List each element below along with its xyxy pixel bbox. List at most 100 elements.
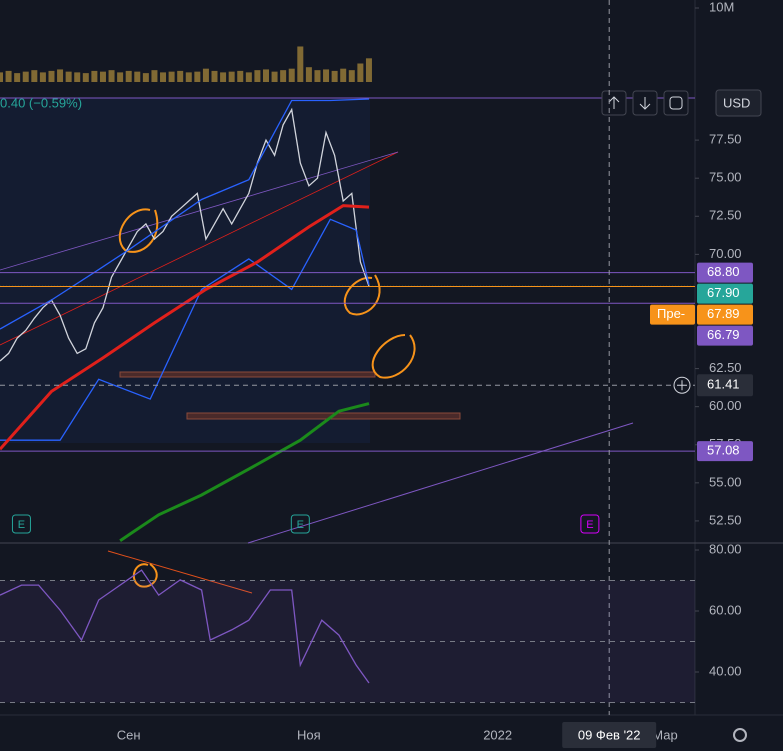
- volume-bar: [168, 71, 175, 82]
- volume-bar: [134, 71, 141, 82]
- volume-bar: [194, 71, 201, 82]
- plus: [677, 380, 687, 391]
- volume-bar: [185, 72, 192, 82]
- earnings-label: E: [586, 519, 593, 531]
- volume-bar: [65, 71, 72, 82]
- earnings-label: E: [297, 519, 304, 531]
- volume-bar: [280, 70, 287, 82]
- volume-bar: [151, 70, 158, 82]
- settings-icon[interactable]: [733, 728, 747, 742]
- volume-bar: [331, 70, 338, 82]
- volume-bar: [117, 72, 124, 82]
- x-tick-label: Мар: [652, 727, 677, 742]
- volume-bar: [142, 73, 149, 82]
- earnings-icon: [290, 514, 310, 534]
- circle-mark: [118, 208, 159, 253]
- volume-bar: [220, 72, 227, 82]
- bollinger-band: [0, 218, 370, 441]
- volume-tick-label: 10M: [709, 0, 734, 14]
- crosshair-y-label: 61.41: [707, 377, 740, 392]
- volume-bar: [177, 70, 184, 82]
- volume-bar: [108, 70, 115, 82]
- crosshair-y-badge: [697, 374, 753, 397]
- currency-select[interactable]: [715, 89, 762, 117]
- circle-mark: [371, 334, 416, 379]
- circle-mark: [343, 274, 381, 316]
- volume-bar: [228, 71, 235, 82]
- annotations: [118, 208, 416, 588]
- trend-line: [0, 151, 399, 271]
- zone: [119, 371, 376, 378]
- crosshair-x-badge: [562, 722, 657, 748]
- currency: USD: [723, 95, 750, 110]
- volume-bar: [74, 72, 81, 82]
- change-text: 0.40 (−0.59%): [0, 95, 82, 110]
- volume-bar: [262, 69, 269, 82]
- price-badge: [697, 262, 753, 283]
- rsi-line: [0, 569, 370, 684]
- rsi-tick-label: 80.00: [709, 541, 742, 556]
- volume-bar: [245, 72, 252, 82]
- earnings-label: E: [18, 519, 25, 531]
- y-tick-label: 52.50: [709, 512, 742, 527]
- volume-bar: [57, 69, 64, 82]
- price-badge-label: 66.79: [707, 327, 740, 342]
- price-badge-label: 57.08: [707, 443, 740, 458]
- volume-bar: [237, 70, 244, 82]
- y-tick-label: 60.00: [709, 398, 742, 413]
- price-badge: [697, 325, 753, 346]
- rsi-tick-label: 40.00: [709, 663, 742, 678]
- icon: [639, 97, 651, 110]
- x-tick-label: Сен: [117, 727, 141, 742]
- volume-bar: [297, 46, 304, 82]
- price-badge-label: 67.89: [707, 306, 740, 321]
- circle-mark: [132, 563, 158, 588]
- volume-bar: [14, 73, 21, 82]
- trend-line: [0, 151, 399, 346]
- earnings-icon: [580, 514, 600, 534]
- icon: [608, 96, 620, 109]
- volume-bar: [99, 71, 106, 82]
- price-badge: [697, 283, 753, 304]
- volume-bar: [314, 70, 321, 82]
- volume-bar: [357, 63, 364, 82]
- gear: [733, 728, 747, 742]
- crosshair-x-label: 09 Фев '22: [578, 727, 641, 742]
- volume-bar: [365, 58, 372, 82]
- moving-average: [0, 204, 370, 451]
- volume-bar: [91, 70, 98, 82]
- price-badge: [697, 441, 753, 462]
- volume-bar: [160, 72, 167, 82]
- y-tick-label: 62.50: [709, 360, 742, 375]
- volume-bar: [82, 73, 89, 82]
- earnings-icon: [11, 514, 31, 534]
- volume-bar: [323, 69, 330, 82]
- volume-bar: [305, 67, 312, 82]
- volume-bar: [254, 70, 261, 82]
- volume-bar: [288, 68, 295, 82]
- volume-bar: [271, 71, 278, 82]
- volume-bar: [211, 70, 218, 82]
- rsi-trend-line: [107, 550, 253, 594]
- pre-badge: [650, 304, 695, 325]
- toolbar: USD: [601, 89, 762, 117]
- price-badge: [697, 304, 753, 325]
- volume-bar: [0, 72, 3, 82]
- volume-bar: [22, 71, 29, 82]
- volume-bar: [48, 70, 55, 82]
- rsi-tick-label: 60.00: [709, 602, 742, 617]
- y-tick-label: 55.00: [709, 474, 742, 489]
- volume-bar: [5, 70, 12, 82]
- volume-bar: [348, 70, 355, 82]
- bollinger-fill: [0, 98, 370, 443]
- pre-badge-label: Пре-: [657, 306, 685, 321]
- rsi-band: [0, 580, 695, 703]
- button-reset[interactable]: [663, 90, 689, 116]
- volume-bar: [202, 68, 209, 82]
- icon: [669, 96, 683, 110]
- volume-bar: [340, 68, 347, 82]
- moving-average: [119, 402, 370, 542]
- trend-line: [247, 422, 634, 544]
